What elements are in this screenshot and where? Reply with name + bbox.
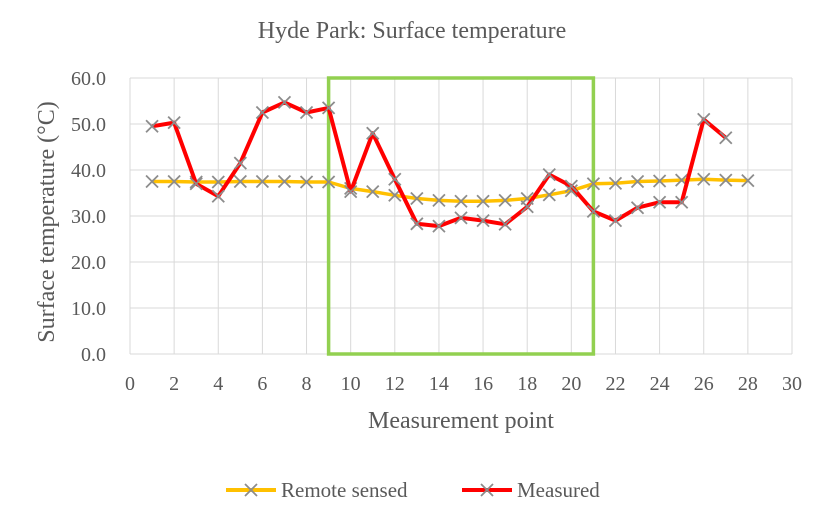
data-point-measured bbox=[520, 200, 534, 214]
y-tick-label: 10.0 bbox=[71, 298, 106, 320]
data-point-remote-sensed bbox=[564, 184, 578, 198]
legend-label: Remote sensed bbox=[281, 478, 408, 502]
data-point-measured bbox=[410, 217, 424, 231]
data-point-measured bbox=[454, 211, 468, 225]
x-tick-label: 24 bbox=[650, 373, 670, 395]
x-tick-label: 14 bbox=[429, 373, 449, 395]
data-point-remote-sensed bbox=[211, 175, 225, 189]
x-tick-label: 18 bbox=[517, 373, 537, 395]
data-point-remote-sensed bbox=[542, 188, 556, 202]
data-point-remote-sensed bbox=[697, 172, 711, 186]
data-point-measured bbox=[697, 112, 711, 127]
data-point-measured bbox=[432, 219, 446, 233]
data-point-measured bbox=[675, 195, 689, 209]
highlight-box-layer bbox=[326, 76, 596, 356]
y-tick-label: 20.0 bbox=[71, 252, 106, 274]
data-point-measured bbox=[542, 167, 556, 182]
data-point-measured bbox=[608, 213, 623, 228]
data-point-remote-sensed bbox=[233, 174, 247, 189]
data-point-measured bbox=[211, 189, 225, 203]
data-point-measured bbox=[366, 126, 380, 140]
data-point-remote-sensed bbox=[498, 193, 512, 207]
data-point-measured bbox=[564, 179, 578, 193]
data-point-remote-sensed bbox=[586, 177, 601, 191]
series-layer bbox=[145, 95, 755, 233]
data-point-remote-sensed bbox=[719, 173, 733, 187]
data-point-measured bbox=[167, 115, 181, 130]
data-point-remote-sensed bbox=[167, 174, 181, 189]
x-tick-label: 22 bbox=[605, 373, 625, 395]
data-point-measured bbox=[476, 213, 490, 228]
x-tick-label: 2 bbox=[169, 373, 179, 395]
data-point-remote-sensed bbox=[410, 191, 424, 206]
legend-item-measured: Measured bbox=[462, 478, 600, 502]
x-tick-label: 0 bbox=[125, 373, 135, 395]
x-tick-label: 20 bbox=[561, 373, 581, 395]
data-point-remote-sensed bbox=[741, 173, 755, 188]
y-tick-label: 50.0 bbox=[71, 114, 106, 136]
data-point-measured bbox=[719, 131, 733, 145]
data-point-remote-sensed bbox=[652, 174, 667, 188]
data-point-measured bbox=[321, 101, 336, 115]
legend: Remote sensed Measured bbox=[226, 478, 600, 502]
y-tick-label: 30.0 bbox=[71, 206, 106, 228]
data-point-measured bbox=[344, 184, 358, 199]
data-point-measured bbox=[652, 195, 667, 209]
data-point-remote-sensed bbox=[630, 174, 645, 189]
data-point-remote-sensed bbox=[454, 194, 468, 208]
legend-marker bbox=[244, 483, 258, 497]
legend-label: Measured bbox=[517, 478, 600, 502]
y-axis-title: Surface temperature (°C) bbox=[34, 101, 60, 342]
data-point-remote-sensed bbox=[255, 174, 270, 189]
data-point-measured bbox=[145, 119, 159, 133]
data-point-measured bbox=[299, 105, 314, 120]
x-tick-label: 26 bbox=[694, 373, 714, 395]
x-tick-label: 30 bbox=[782, 373, 802, 395]
data-point-remote-sensed bbox=[432, 193, 446, 207]
x-tick-label: 4 bbox=[213, 373, 223, 395]
x-tick-label: 8 bbox=[302, 373, 312, 395]
data-point-remote-sensed bbox=[476, 194, 490, 208]
legend-item-remote-sensed: Remote sensed bbox=[226, 478, 408, 502]
x-tick-label: 10 bbox=[341, 373, 361, 395]
x-axis-title: Measurement point bbox=[368, 408, 554, 434]
data-point-remote-sensed bbox=[277, 174, 292, 189]
legend-marker bbox=[480, 483, 494, 497]
y-tick-label: 40.0 bbox=[71, 160, 106, 182]
data-point-measured bbox=[498, 217, 512, 231]
x-tick-label: 16 bbox=[473, 373, 493, 395]
y-tick-labels: 0.0 10.0 20.0 30.0 40.0 50.0 60.0 bbox=[71, 68, 106, 366]
data-point-remote-sensed bbox=[366, 184, 380, 199]
data-point-measured bbox=[233, 156, 247, 170]
data-point-remote-sensed bbox=[299, 175, 314, 189]
highlight-box bbox=[326, 76, 596, 356]
data-point-measured bbox=[586, 204, 601, 219]
data-point-measured bbox=[277, 95, 292, 110]
gridlines bbox=[129, 77, 793, 355]
data-point-measured bbox=[255, 105, 270, 120]
chart-title: Hyde Park: Surface temperature bbox=[258, 18, 567, 44]
data-point-remote-sensed bbox=[321, 175, 336, 189]
data-point-measured bbox=[388, 172, 402, 186]
x-tick-label: 6 bbox=[257, 373, 267, 395]
y-tick-label: 0.0 bbox=[81, 344, 106, 366]
y-tick-label: 60.0 bbox=[71, 68, 106, 90]
data-point-remote-sensed bbox=[608, 176, 623, 190]
data-point-remote-sensed bbox=[145, 174, 159, 189]
x-tick-labels: 0 2 4 6 8 10 12 14 16 18 20 22 24 26 28 30 bbox=[125, 373, 802, 395]
series-line-remote-sensed bbox=[152, 177, 748, 204]
data-point-measured bbox=[630, 201, 645, 215]
x-tick-label: 28 bbox=[738, 373, 758, 395]
x-tick-label: 12 bbox=[385, 373, 405, 395]
data-point-measured bbox=[189, 177, 203, 191]
